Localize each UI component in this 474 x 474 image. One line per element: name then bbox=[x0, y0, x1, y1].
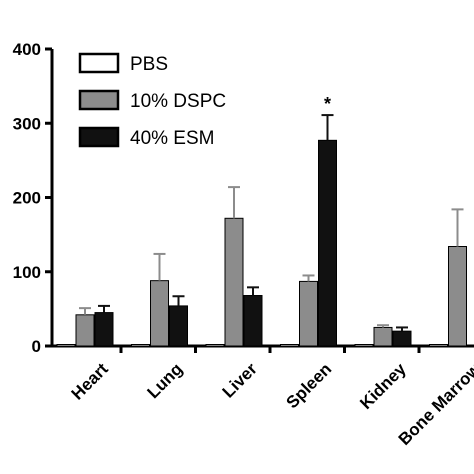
bar-pbs-liver bbox=[205, 344, 225, 347]
bar-40-esm-spleen bbox=[318, 139, 337, 347]
y-tick-label: 400 bbox=[13, 40, 41, 59]
bar-pbs-bone-marrow bbox=[429, 344, 448, 347]
bar-10-dspc-kidney bbox=[373, 326, 393, 347]
y-tick-label: 200 bbox=[13, 189, 41, 208]
y-ticks: 0 100 200 300 400 bbox=[13, 40, 52, 356]
bar-pbs-spleen bbox=[280, 344, 299, 347]
legend-swatch-10-dspc bbox=[78, 89, 120, 111]
bar-40-esm-liver bbox=[243, 295, 263, 347]
bar-40-esm-heart bbox=[94, 312, 114, 347]
x-tick-label-lung: Lung bbox=[144, 359, 187, 402]
y-tick-label: 300 bbox=[13, 114, 41, 133]
legend-label-10-dspc: 10% DSPC bbox=[130, 91, 226, 112]
bar-10-dspc-liver bbox=[224, 217, 244, 347]
bars bbox=[56, 139, 467, 347]
x-tick-label-kidney: Kidney bbox=[356, 359, 410, 413]
error-bars bbox=[79, 114, 464, 332]
bar-40-esm-lung bbox=[169, 305, 188, 347]
x-tick-label-liver: Liver bbox=[219, 359, 261, 401]
y-tick-label: 100 bbox=[13, 263, 41, 282]
x-tick-label-spleen: Spleen bbox=[282, 359, 335, 412]
bar-10-dspc-heart bbox=[75, 314, 95, 347]
legend: PBS 10% DSPC 40% ESM bbox=[78, 52, 226, 149]
significance-marker: * bbox=[324, 94, 331, 114]
x-tick-label-heart: Heart bbox=[68, 359, 112, 403]
legend-label-pbs: PBS bbox=[130, 54, 168, 75]
legend-swatch-pbs bbox=[78, 52, 120, 74]
bar-10-dspc-lung bbox=[150, 280, 169, 347]
bar-40-esm-kidney bbox=[392, 330, 412, 347]
legend-swatch-40-esm bbox=[78, 126, 120, 148]
bar-pbs-kidney bbox=[354, 344, 374, 347]
bar-pbs-lung bbox=[131, 344, 150, 347]
bar-10-dspc-spleen bbox=[299, 280, 318, 347]
bar-pbs-heart bbox=[56, 344, 76, 347]
legend-label-40-esm: 40% ESM bbox=[130, 128, 214, 149]
bar-10-dspc-bone-marrow bbox=[448, 246, 467, 347]
y-tick-label: 0 bbox=[32, 337, 41, 356]
annotations: * bbox=[324, 94, 331, 114]
